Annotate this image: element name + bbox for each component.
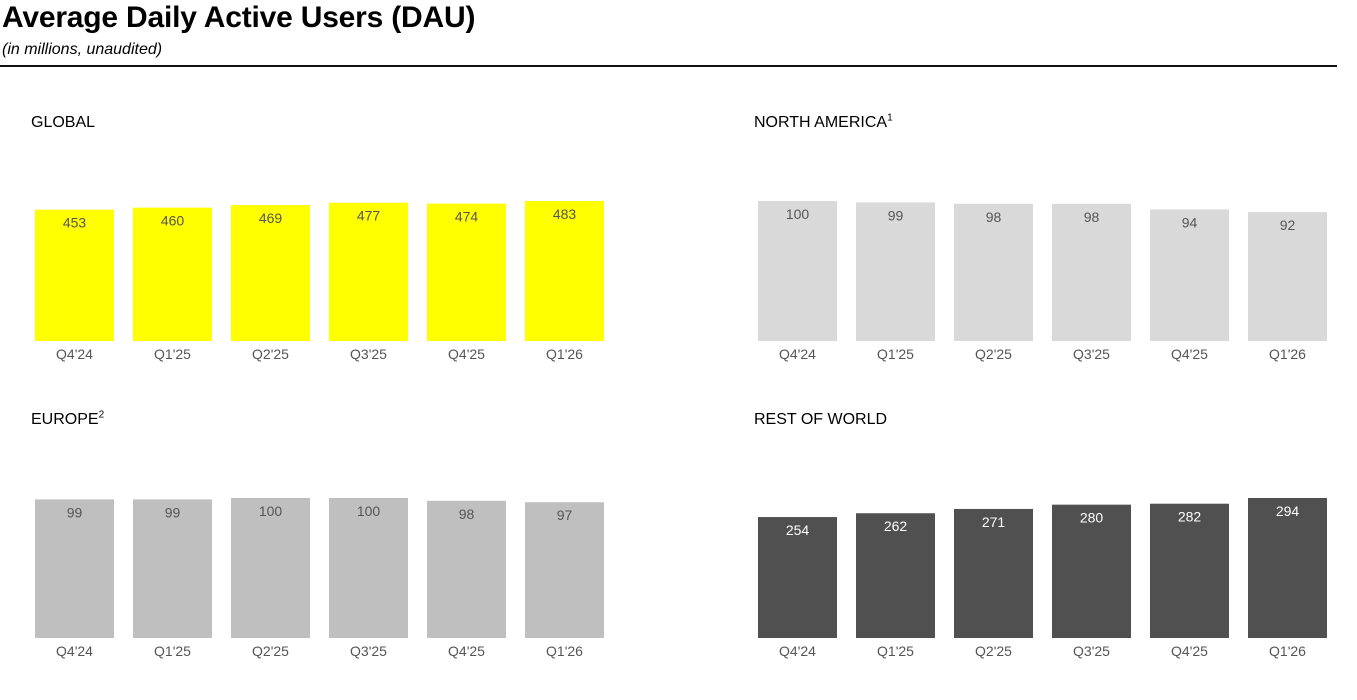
bar	[954, 203, 1033, 341]
data-label: 97	[557, 507, 573, 523]
data-label: 98	[986, 209, 1002, 225]
data-label: 282	[1178, 509, 1202, 525]
data-label: 477	[357, 208, 381, 224]
europe-chart-panel: EUROPE2 99 Q4'24 99 Q1'25 100 Q2'25 100 Q3'25 98…	[31, 410, 631, 700]
title-divider	[0, 65, 1337, 67]
bar	[1150, 209, 1229, 341]
x-tick-label: Q1'25	[154, 643, 191, 659]
bar	[329, 202, 408, 341]
chart-title-footnote: 2	[98, 409, 105, 421]
chart-title: GLOBAL	[31, 113, 95, 133]
data-label: 100	[259, 503, 283, 519]
europe-bar-chart: 99 Q4'24 99 Q1'25 100 Q2'25 100 Q3'25 98 Q4'25 97 Q…	[35, 498, 604, 659]
x-tick-label: Q1'25	[877, 346, 914, 362]
x-tick-label: Q1'26	[546, 643, 583, 659]
rest-of-world-bar-chart: 254 Q4'24 262 Q1'25 271 Q2'25 280 Q3'25 282 Q4'25…	[758, 498, 1327, 659]
x-tick-label: Q4'24	[56, 643, 93, 659]
x-tick-label: Q3'25	[1073, 346, 1110, 362]
bar	[35, 499, 114, 638]
x-tick-label: Q1'25	[877, 643, 914, 659]
north-america-chart-panel: NORTH AMERICA1 100 Q4'24 99 Q1'25 98 Q2'25 98 Q…	[754, 113, 1354, 403]
data-label: 94	[1182, 214, 1198, 230]
bar	[525, 502, 604, 638]
data-label: 474	[455, 209, 479, 225]
x-tick-label: Q2'25	[975, 346, 1012, 362]
page-subtitle: (in millions, unaudited)	[2, 41, 163, 58]
x-tick-label: Q1'26	[1269, 643, 1306, 659]
bar	[758, 517, 837, 638]
data-label: 254	[786, 522, 810, 538]
x-tick-label: Q2'25	[975, 643, 1012, 659]
bar	[856, 513, 935, 638]
x-tick-label: Q3'25	[350, 346, 387, 362]
data-label: 98	[459, 506, 475, 522]
x-tick-label: Q4'24	[779, 346, 816, 362]
data-label: 294	[1276, 503, 1300, 519]
x-tick-label: Q4'24	[779, 643, 816, 659]
bar	[231, 498, 310, 638]
bar	[427, 500, 506, 638]
north-america-bar-chart: 100 Q4'24 99 Q1'25 98 Q2'25 98 Q3'25 94 Q4'25 92 Q1…	[758, 201, 1327, 362]
data-label: 92	[1280, 217, 1296, 233]
bar	[1052, 203, 1131, 341]
x-tick-label: Q3'25	[1073, 643, 1110, 659]
bar	[1052, 504, 1131, 638]
data-label: 100	[786, 206, 810, 222]
chart-title: EUROPE2	[31, 410, 104, 430]
chart-title-text: GLOBAL	[31, 114, 96, 131]
chart-title: NORTH AMERICA1	[754, 113, 893, 133]
bar	[525, 201, 604, 341]
x-tick-label: Q4'25	[448, 643, 485, 659]
data-label: 453	[63, 215, 87, 231]
x-tick-label: Q2'25	[252, 346, 289, 362]
x-tick-label: Q3'25	[350, 643, 387, 659]
data-label: 469	[259, 210, 283, 226]
x-tick-label: Q4'24	[56, 346, 93, 362]
data-label: 99	[67, 504, 83, 520]
x-tick-label: Q4'25	[448, 346, 485, 362]
data-label: 99	[888, 207, 904, 223]
data-label: 280	[1080, 510, 1104, 526]
page-title: Average Daily Active Users (DAU)	[2, 1, 476, 34]
x-tick-label: Q1'26	[546, 346, 583, 362]
bar	[133, 499, 212, 638]
rest-of-world-chart-panel: REST OF WORLD 254 Q4'24 262 Q1'25 271 Q2'25 28…	[754, 410, 1354, 700]
data-label: 460	[161, 213, 185, 229]
data-label: 483	[553, 206, 577, 222]
chart-title-footnote: 1	[887, 112, 893, 124]
bar	[758, 201, 837, 341]
global-chart-panel: GLOBAL 453 Q4'24 460 Q1'25 469 Q2'25 477 Q3'25 4…	[31, 113, 631, 403]
bar	[1248, 498, 1327, 638]
x-tick-label: Q2'25	[252, 643, 289, 659]
x-tick-label: Q4'25	[1171, 346, 1208, 362]
data-label: 100	[357, 503, 381, 519]
data-label: 271	[982, 514, 1006, 530]
x-tick-label: Q1'26	[1269, 346, 1306, 362]
bar	[856, 202, 935, 341]
data-label: 99	[165, 504, 181, 520]
bar	[427, 203, 506, 341]
bar	[954, 508, 1033, 638]
chart-title: REST OF WORLD	[754, 410, 887, 430]
bar	[329, 498, 408, 638]
chart-title-text: REST OF WORLD	[754, 411, 888, 428]
data-label: 98	[1084, 209, 1100, 225]
bar	[1248, 212, 1327, 341]
x-tick-label: Q1'25	[154, 346, 191, 362]
bar	[231, 205, 310, 341]
global-bar-chart: 453 Q4'24 460 Q1'25 469 Q2'25 477 Q3'25 474 Q4'25…	[35, 201, 604, 362]
bar	[1150, 503, 1229, 638]
data-label: 262	[884, 518, 908, 534]
x-tick-label: Q4'25	[1171, 643, 1208, 659]
chart-title-text: EUROPE	[31, 411, 99, 428]
bar	[133, 207, 212, 341]
chart-title-text: NORTH AMERICA	[754, 114, 888, 131]
bar	[35, 209, 114, 341]
